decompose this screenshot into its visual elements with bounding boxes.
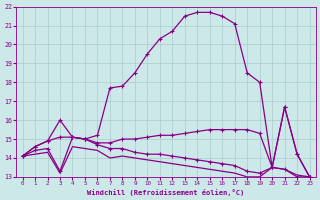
X-axis label: Windchill (Refroidissement éolien,°C): Windchill (Refroidissement éolien,°C) <box>87 189 245 196</box>
